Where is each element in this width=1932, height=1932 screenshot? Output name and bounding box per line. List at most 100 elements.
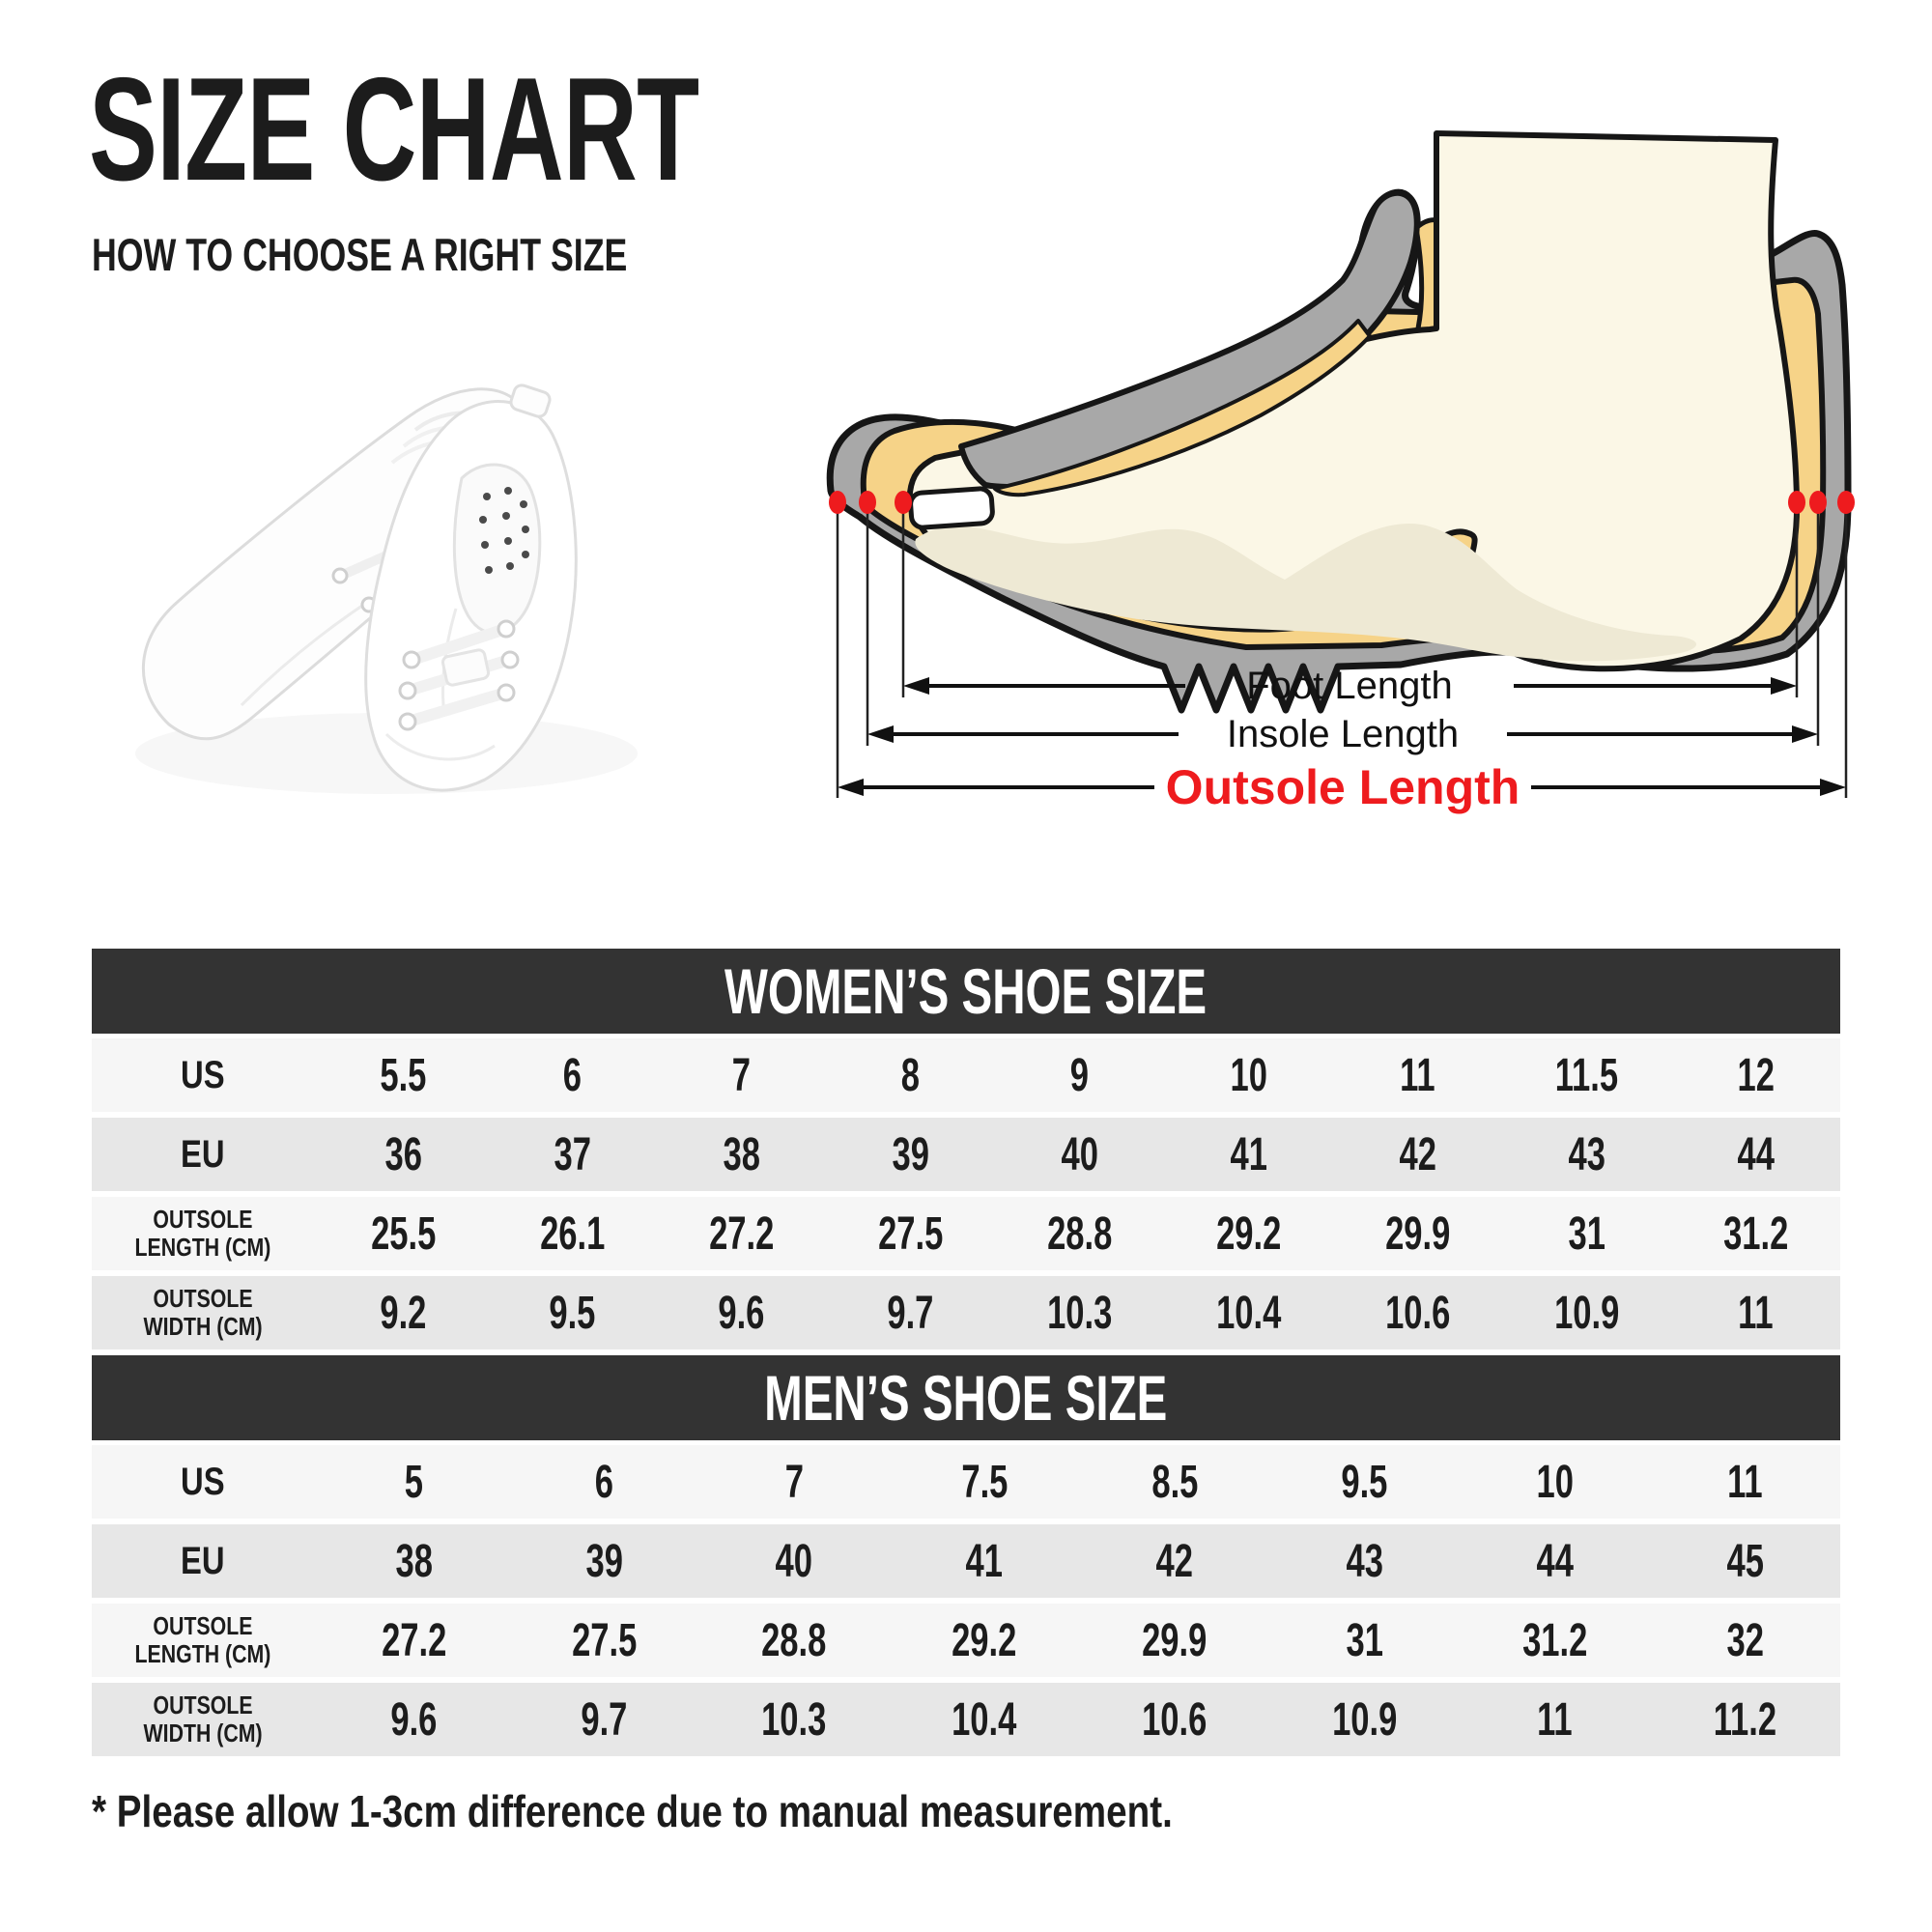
table-row: OUTSOLE LENGTH (CM) 25.5 26.1 27.2 27.5 28.8 2… (92, 1197, 1840, 1270)
size-cell: 40 (995, 1118, 1164, 1191)
size-value: 12 (1737, 1049, 1775, 1101)
size-cell: 43 (1502, 1118, 1671, 1191)
red-measure-dots (829, 491, 1855, 514)
size-value: 31 (1568, 1208, 1605, 1260)
row-label: US (92, 1445, 314, 1519)
size-value: 43 (1346, 1535, 1384, 1587)
size-value: 29.9 (1384, 1208, 1451, 1260)
size-cell: 10.6 (1080, 1683, 1270, 1756)
size-value: 27.2 (381, 1614, 447, 1666)
size-cell: 10.9 (1269, 1683, 1460, 1756)
size-cell: 7.5 (890, 1445, 1080, 1519)
size-value: 27.5 (571, 1614, 637, 1666)
size-value: 31 (1346, 1614, 1384, 1666)
size-value: 10.6 (1142, 1693, 1208, 1746)
size-value: 7 (731, 1049, 752, 1101)
size-cell: 9.5 (488, 1276, 657, 1350)
size-value: 7 (784, 1456, 804, 1508)
size-value: 10.4 (952, 1693, 1017, 1746)
size-value: 39 (892, 1128, 929, 1180)
size-cell: 27.5 (826, 1197, 995, 1270)
measurement-footnote-text: * Please allow 1-3cm difference due to m… (92, 1786, 1173, 1836)
size-cell: 9 (995, 1038, 1164, 1112)
row-label-text: OUTSOLE WIDTH (CM) (143, 1690, 263, 1747)
size-cell: 8 (826, 1038, 995, 1112)
foot-measurement-diagram: Foot Length Insole Length Outsole Length (826, 130, 1855, 814)
row-label-text: OUTSOLE LENGTH (CM) (134, 1610, 271, 1668)
table-header: WOMEN’S SHOE SIZE (92, 949, 1840, 1034)
size-cell: 37 (488, 1118, 657, 1191)
size-value: 28.8 (761, 1614, 827, 1666)
size-cell: 11 (1460, 1683, 1650, 1756)
size-value: 29.9 (1142, 1614, 1208, 1666)
size-cell: 28.8 (699, 1604, 890, 1677)
size-value: 9.6 (390, 1693, 438, 1746)
size-cell: 7 (657, 1038, 826, 1112)
guide-lines (836, 504, 1848, 798)
size-tables: WOMEN’S SHOE SIZE US 5.5 6 7 8 9 10 11 11.5 12 EU 36… (92, 949, 1840, 1762)
row-label: OUTSOLE WIDTH (CM) (92, 1683, 314, 1756)
row-label: OUTSOLE LENGTH (CM) (92, 1604, 314, 1677)
size-value: 9.5 (1341, 1456, 1388, 1508)
size-value: 40 (1061, 1128, 1098, 1180)
size-cell: 27.2 (657, 1197, 826, 1270)
size-value: 44 (1737, 1128, 1775, 1180)
size-value: 9 (1069, 1049, 1090, 1101)
page-subtitle: HOW TO CHOOSE A RIGHT SIZE (92, 228, 796, 281)
size-cell: 36 (319, 1118, 488, 1191)
table-title: MEN’S SHOE SIZE (764, 1362, 1168, 1434)
size-value: 7.5 (961, 1456, 1009, 1508)
size-cell: 29.2 (1164, 1197, 1333, 1270)
size-value: 6 (562, 1049, 582, 1101)
size-cell: 26.1 (488, 1197, 657, 1270)
size-cell: 38 (657, 1118, 826, 1191)
size-cell: 42 (1333, 1118, 1502, 1191)
size-cell: 41 (890, 1524, 1080, 1598)
white-sneakers-photo (135, 384, 638, 794)
size-cell: 32 (1650, 1604, 1840, 1677)
size-cell: 38 (319, 1524, 509, 1598)
row-label-text: US (181, 1053, 225, 1096)
size-cell: 31.2 (1671, 1197, 1840, 1270)
size-value: 41 (965, 1535, 1004, 1587)
size-cell: 43 (1269, 1524, 1460, 1598)
row-label: US (92, 1038, 314, 1112)
size-value: 10 (1536, 1456, 1574, 1508)
size-value: 8 (900, 1049, 921, 1101)
size-cell: 10.9 (1502, 1276, 1671, 1350)
size-cell: 39 (826, 1118, 995, 1191)
size-value: 9.7 (581, 1693, 628, 1746)
size-value: 10.6 (1384, 1287, 1451, 1339)
measurement-footnote: * Please allow 1-3cm difference due to m… (92, 1785, 1378, 1837)
size-value: 11 (1738, 1287, 1774, 1339)
size-value: 31.2 (1522, 1614, 1588, 1666)
size-value: 10 (1230, 1049, 1267, 1101)
size-value: 10.4 (1215, 1287, 1282, 1339)
size-value: 9.7 (887, 1287, 934, 1339)
size-value: 27.2 (708, 1208, 775, 1260)
size-cell: 5.5 (319, 1038, 488, 1112)
size-value: 10.3 (1046, 1287, 1113, 1339)
size-value: 45 (1726, 1535, 1764, 1587)
size-value: 38 (723, 1128, 760, 1180)
size-cell: 44 (1671, 1118, 1840, 1191)
size-cell: 11.5 (1502, 1038, 1671, 1112)
size-cell: 41 (1164, 1118, 1333, 1191)
size-value: 29.2 (952, 1614, 1017, 1666)
size-value: 41 (1230, 1128, 1267, 1180)
size-value: 10.3 (761, 1693, 827, 1746)
size-cell: 31 (1269, 1604, 1460, 1677)
table-row: US 5.5 6 7 8 9 10 11 11.5 12 (92, 1038, 1840, 1112)
size-cell: 12 (1671, 1038, 1840, 1112)
size-cell: 9.7 (509, 1683, 699, 1756)
size-cell: 6 (509, 1445, 699, 1519)
size-cell: 29.9 (1333, 1197, 1502, 1270)
page-subtitle-text: HOW TO CHOOSE A RIGHT SIZE (92, 229, 628, 280)
toenail (908, 486, 995, 530)
size-cell: 10.3 (699, 1683, 890, 1756)
row-label-text: EU (181, 1539, 225, 1582)
size-value: 11 (1727, 1456, 1763, 1508)
size-value: 6 (594, 1456, 613, 1508)
size-cell: 27.2 (319, 1604, 509, 1677)
